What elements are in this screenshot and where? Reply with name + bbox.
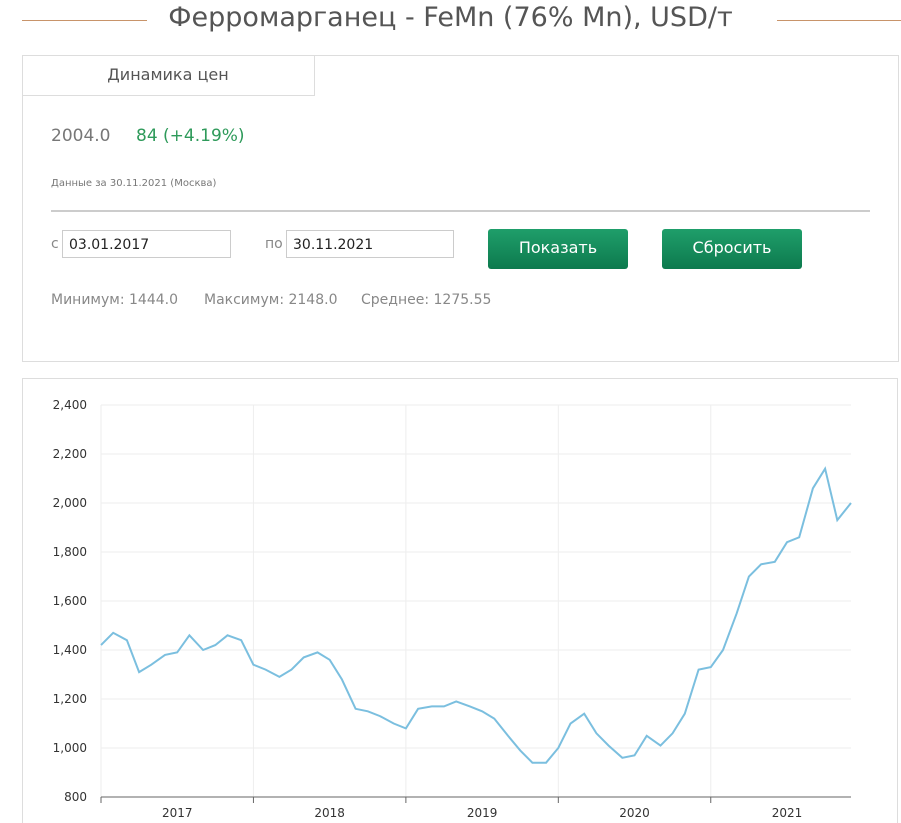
page-title: Ферромарганец - FeMn (76% Mn), USD/т [168, 2, 733, 33]
y-tick-label: 800 [64, 790, 87, 804]
price-change: 84 (+4.19%) [136, 126, 245, 146]
from-input[interactable]: 03.01.2017 [62, 230, 231, 258]
price-panel [22, 55, 899, 362]
title-rule [22, 20, 147, 21]
y-tick-label: 1,200 [53, 692, 87, 706]
y-tick-label: 2,400 [53, 398, 87, 412]
chart-frame [22, 378, 898, 823]
y-tick-label: 1,000 [53, 741, 87, 755]
to-input[interactable]: 30.11.2021 [286, 230, 454, 258]
price-line [100, 466, 852, 764]
stat-avg: Среднее: 1275.55 [361, 292, 492, 308]
y-tick-label: 2,000 [53, 496, 87, 510]
divider [51, 210, 870, 212]
y-tick-label: 2,200 [53, 447, 87, 461]
stat-max: Максимум: 2148.0 [204, 292, 338, 308]
chart: 800 1,000 1,200 1,400 1,600 1,800 2,000 2,200 2,… [22, 378, 898, 823]
y-tick-label: 1,800 [53, 545, 87, 559]
tab[interactable]: Динамика цен [22, 55, 315, 96]
x-tick-label: 2019 [467, 806, 498, 820]
title-rule [777, 20, 901, 21]
x-tick-label: 2020 [619, 806, 650, 820]
stat-min: Минимум: 1444.0 [51, 292, 178, 308]
data-note: Данные за 30.11.2021 (Москва) [51, 178, 217, 189]
y-tick-label: 1,400 [53, 643, 87, 657]
to-label: по [265, 236, 283, 252]
reset-button[interactable]: Сбросить [662, 229, 802, 269]
x-tick-label: 2017 [162, 806, 193, 820]
x-tick-label: 2018 [314, 806, 345, 820]
y-tick-label: 1,600 [53, 594, 87, 608]
from-label: с [51, 236, 59, 252]
show-button[interactable]: Показать [488, 229, 628, 269]
x-tick-label: 2021 [772, 806, 803, 820]
price: 2004.0 [51, 126, 111, 146]
